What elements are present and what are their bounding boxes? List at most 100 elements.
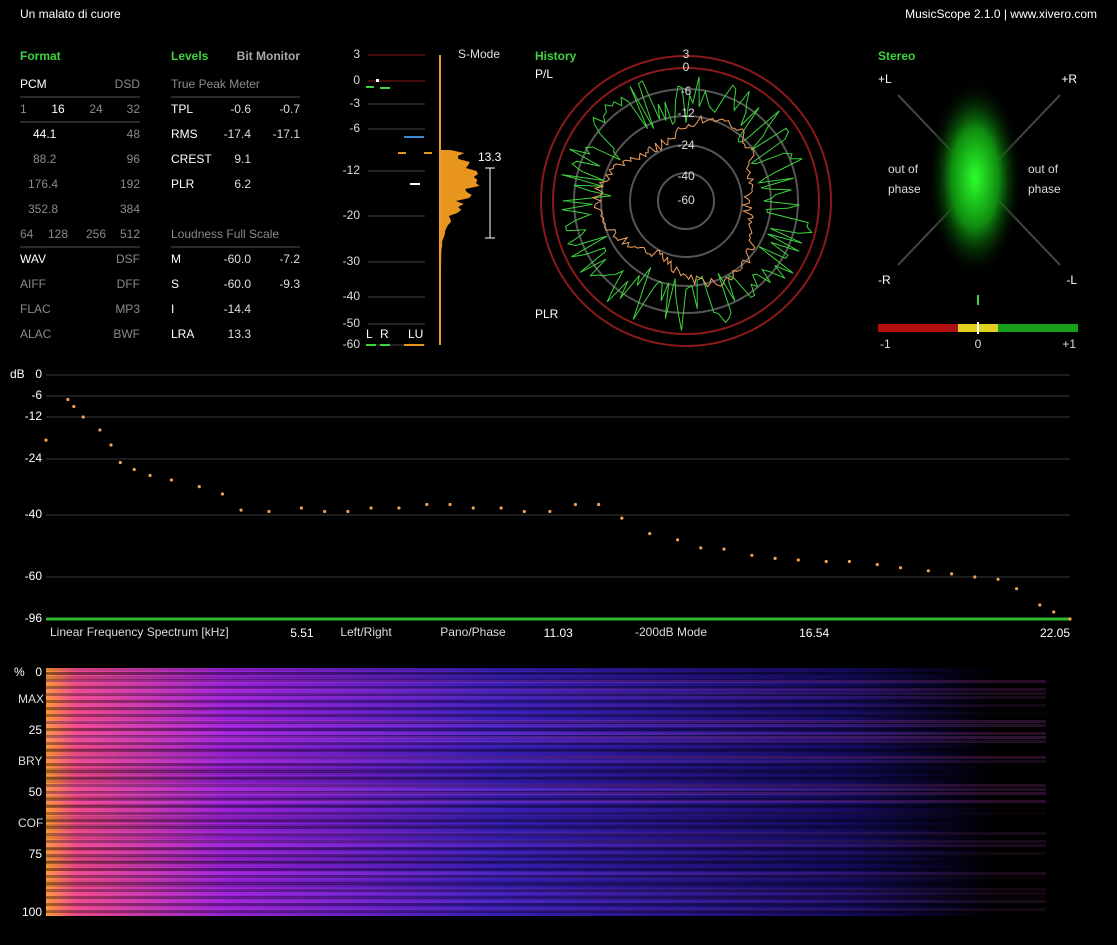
panel-title: History [535, 49, 577, 63]
history-label: P/L [535, 67, 553, 81]
meter-scale-label: -12 [343, 163, 361, 177]
stereo-corner: +L [878, 72, 892, 86]
ring-label: 0 [683, 60, 690, 74]
spectrogram-band [46, 900, 1046, 903]
spectrogram-band [46, 700, 1046, 703]
section-title: True Peak Meter [171, 77, 260, 91]
spectrum-point [499, 506, 503, 510]
spectrogram-band [46, 776, 1046, 779]
spectrogram-band [46, 836, 1046, 839]
channel-label: LU [408, 327, 423, 341]
format-option: 88.2 [33, 152, 57, 166]
level-value: -60.0 [224, 277, 252, 291]
format-option: 96 [127, 152, 141, 166]
channel-label: R [380, 327, 389, 341]
ring-label: -40 [677, 169, 695, 183]
format-option: 24 [89, 102, 103, 116]
spectrogram-band [46, 676, 1046, 679]
format-option: WAV [20, 252, 46, 266]
spectrogram-band [46, 728, 1046, 731]
spectrogram-band [46, 856, 1046, 859]
spectrum-point [898, 566, 903, 570]
spectrum-point [471, 506, 475, 510]
y-tick-label: -96 [25, 611, 43, 625]
spectrogram-band [46, 696, 1046, 699]
spectrum-point [1052, 610, 1056, 614]
marker-label: COF [18, 816, 43, 830]
format-option: 384 [120, 202, 140, 216]
format-option: DSF [116, 252, 140, 266]
y-tick-label: 75 [29, 847, 43, 861]
spectrum-point [109, 443, 113, 447]
spectrum-point [323, 509, 327, 514]
format-option: 64 [20, 227, 34, 241]
history-peak-trace [561, 76, 813, 331]
spectrogram-band [46, 680, 1046, 683]
spectrum-point [369, 506, 373, 510]
marker-label: MAX [18, 692, 44, 706]
spectrogram-band [46, 792, 1046, 795]
spectrogram-band [46, 748, 1046, 751]
meter-mode: S-Mode [458, 47, 500, 61]
level-label: TPL [171, 102, 193, 116]
axis-unit: dB [10, 367, 25, 381]
spectrogram-band [46, 832, 1046, 835]
level-value: -60.0 [224, 252, 252, 266]
level-value: -0.7 [279, 102, 300, 116]
level-value: -17.1 [273, 127, 301, 141]
spectrogram-texture [46, 668, 1046, 916]
format-option: DFF [117, 277, 140, 291]
balance-label: +1 [1062, 337, 1076, 351]
spectrum-point [118, 460, 122, 465]
mode-label[interactable]: Pano/Phase [440, 625, 506, 639]
y-tick-label: 25 [29, 723, 43, 737]
spectrogram-band [46, 912, 1046, 915]
spectrum-point [169, 478, 173, 482]
marker-label: BRY [18, 754, 42, 768]
spectrum-point [722, 547, 726, 551]
spectrogram-band [46, 768, 1046, 771]
meter-scale-label: -20 [343, 208, 361, 222]
spectrogram-band [46, 788, 1046, 791]
app-title: MusicScope 2.1.0 | www.xivero.com [905, 7, 1097, 21]
spectrum-point [239, 508, 243, 512]
y-tick-label: 0 [35, 367, 42, 381]
spectrum-point [44, 438, 48, 442]
spectrum-point [973, 575, 977, 579]
range-label: 13.3 [478, 150, 502, 164]
spectrogram-band [46, 780, 1046, 783]
format-option: 192 [120, 177, 140, 191]
y-tick-label: -60 [25, 569, 43, 583]
spectrogram-band [46, 720, 1046, 723]
stereo-corner: -R [878, 273, 891, 287]
spectrogram-band [46, 736, 1046, 739]
spectrogram-band [46, 852, 1046, 855]
loudness-histogram [441, 150, 480, 275]
spectrogram-band [46, 820, 1046, 823]
y-tick-label: 0 [35, 665, 42, 679]
phase-label: out of [1028, 162, 1059, 176]
mode-label[interactable]: -200dB Mode [635, 625, 707, 639]
format-option: 256 [86, 227, 106, 241]
format-option: 16 [51, 102, 65, 116]
spectrogram-band [46, 868, 1046, 871]
spectrum-point [1014, 587, 1019, 591]
spectrogram-band [46, 896, 1046, 899]
mode-label[interactable]: Left/Right [340, 625, 392, 639]
history-ring [540, 55, 832, 347]
spectrogram-band [46, 708, 1046, 711]
spectrum-point [148, 473, 152, 478]
y-tick-label: 50 [29, 785, 43, 799]
spectrogram-band [46, 796, 1046, 799]
spectrum-point [1068, 617, 1072, 621]
spectrogram-band [46, 668, 1046, 671]
spectrogram-band [46, 784, 1046, 787]
format-option: MP3 [115, 302, 140, 316]
level-label: M [171, 252, 181, 266]
spectrum-point [132, 467, 136, 472]
meter-scale-label: -50 [343, 316, 361, 330]
spectrum-point [996, 577, 1000, 581]
spectrum-point [220, 492, 225, 496]
